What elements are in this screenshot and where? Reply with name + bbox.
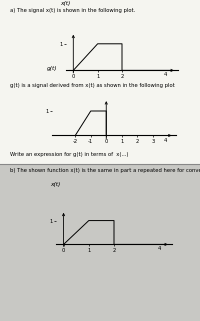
Text: g(t): g(t) bbox=[47, 66, 58, 71]
Text: b) The shown function x(t) is the same in part a repeated here for convenience. : b) The shown function x(t) is the same i… bbox=[10, 168, 200, 173]
Text: 4: 4 bbox=[164, 72, 168, 77]
Text: 4: 4 bbox=[158, 246, 161, 251]
Text: Write an expression for g(t) in terms of  x(...): Write an expression for g(t) in terms of… bbox=[10, 152, 128, 157]
Text: x(t): x(t) bbox=[50, 182, 60, 187]
Text: x(t): x(t) bbox=[60, 1, 71, 6]
Text: 4: 4 bbox=[163, 138, 167, 143]
Text: g(t) is a signal derived from x(t) as shown in the following plot: g(t) is a signal derived from x(t) as sh… bbox=[10, 83, 175, 88]
Text: a) The signal x(t) is shown in the following plot.: a) The signal x(t) is shown in the follo… bbox=[10, 8, 135, 13]
